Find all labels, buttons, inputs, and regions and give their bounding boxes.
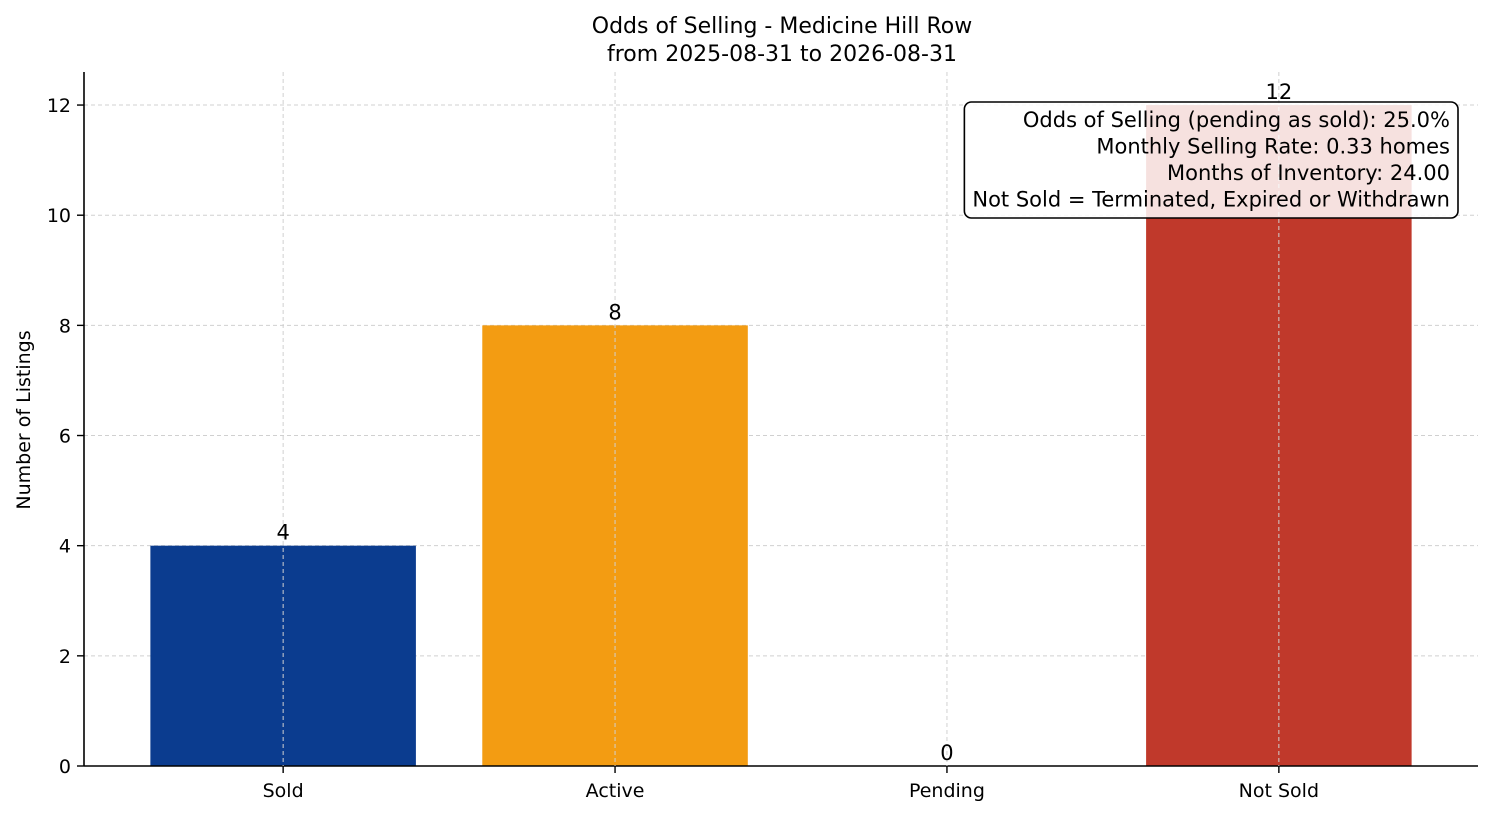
x-tick-label: Sold	[263, 780, 304, 802]
data-label: 8	[608, 300, 621, 324]
data-label: 4	[276, 521, 289, 545]
y-tick-label: 8	[59, 315, 71, 337]
data-label: 0	[940, 741, 953, 765]
x-tick-label: Active	[586, 780, 645, 802]
axis-layer: 0 2 4 6 8 10 12 Sold Active Pending Not Sold	[47, 72, 1478, 802]
y-tick-label: 2	[59, 646, 71, 668]
x-tick-label: Not Sold	[1239, 780, 1319, 802]
bar-active	[482, 325, 748, 766]
annotation-line: Odds of Selling (pending as sold): 25.0%	[1023, 108, 1450, 132]
annotation-line: Not Sold = Terminated, Expired or Withdr…	[972, 188, 1450, 212]
annotation-line: Months of Inventory: 24.00	[1167, 161, 1450, 185]
y-tick-label: 6	[59, 426, 71, 448]
x-tick-label: Pending	[909, 780, 985, 802]
label-layer: 4 8 0 12	[276, 72, 1292, 766]
annotation-group: Odds of Selling (pending as sold): 25.0%…	[963, 101, 1459, 219]
annotation-frame	[963, 101, 1459, 219]
y-tick-label: 10	[47, 205, 71, 227]
y-axis-label: Number of Listings	[13, 330, 35, 509]
annotation-box: Odds of Selling (pending as sold): 25.0%…	[963, 101, 1459, 219]
chart-subtitle: from 2025-08-31 to 2026-08-31	[607, 42, 957, 67]
annotation-line: Monthly Selling Rate: 0.33 homes	[1096, 135, 1450, 159]
y-tick-label: 12	[47, 95, 71, 117]
y-tick-label: 0	[59, 756, 71, 778]
y-tick-label: 4	[59, 536, 71, 558]
chart-title: Odds of Selling - Medicine Hill Row	[592, 14, 972, 39]
data-label: 12	[1265, 80, 1292, 104]
